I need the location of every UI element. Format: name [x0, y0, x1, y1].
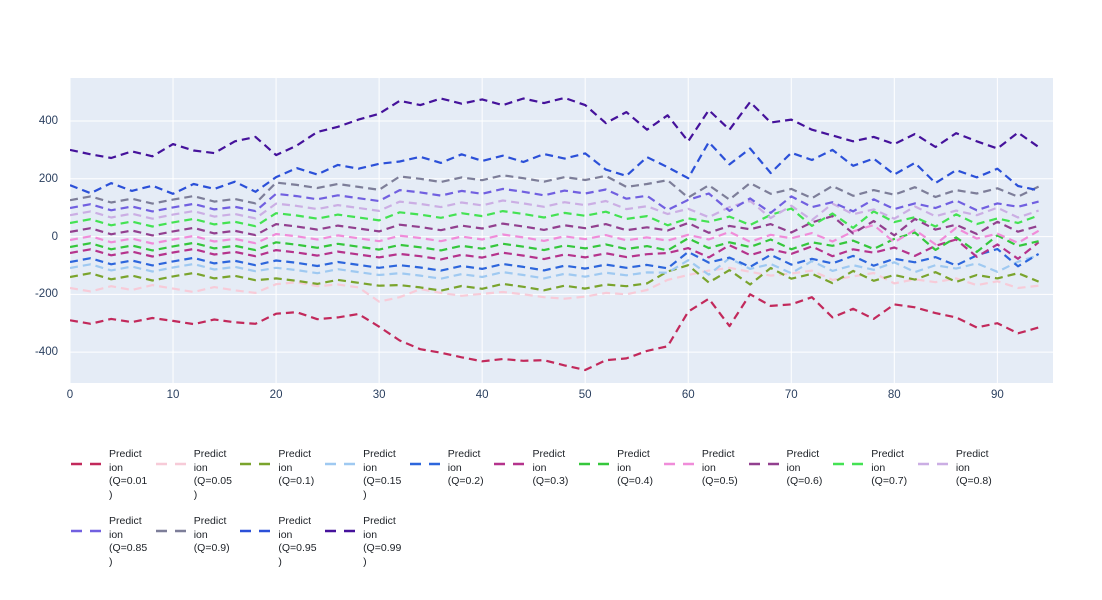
series-line-prediction-q-0.9-	[70, 174, 1040, 205]
y-tick-label: -200	[34, 288, 58, 301]
legend-dash-swatch	[240, 520, 271, 569]
legend-row: Predict ion (Q=0.01 ) Predict ion (Q=0.05…	[71, 448, 1081, 502]
legend-item-prediction-q-0.3-[interactable]: Predict ion (Q=0.3)	[494, 448, 579, 489]
legend-item-prediction-q-0.15-[interactable]: Predict ion (Q=0.15 )	[325, 448, 410, 502]
legend-label: Predict ion (Q=0.4)	[617, 448, 654, 487]
series-line-prediction-q-0.8-	[70, 199, 1039, 222]
series-line-prediction-q-0.5-	[70, 223, 1040, 246]
series-line-prediction-q-0.7-	[70, 207, 1039, 229]
series-line-prediction-q-0.95-	[70, 140, 1039, 195]
legend-item-prediction-q-0.85-[interactable]: Predict ion (Q=0.85 )	[71, 515, 156, 569]
legend-item-prediction-q-0.5-[interactable]: Predict ion (Q=0.5)	[663, 448, 749, 489]
x-tick-label: 50	[578, 389, 592, 401]
legend-dash-swatch	[833, 453, 864, 489]
series-line-prediction-q-0.01-	[70, 293, 1039, 372]
legend-item-prediction-q-0.7-[interactable]: Predict ion (Q=0.7)	[833, 448, 918, 489]
legend-dash-swatch	[579, 453, 610, 489]
y-tick-label: 0	[51, 230, 58, 243]
legend-label: Predict ion (Q=0.95 )	[278, 515, 317, 568]
series-line-prediction-q-0.3-	[70, 238, 1040, 261]
x-tick-label: 0	[66, 389, 74, 401]
x-tick-label: 80	[887, 389, 901, 401]
legend-label: Predict ion (Q=0.6)	[786, 448, 823, 487]
legend-label: Predict ion (Q=0.7)	[871, 448, 908, 487]
legend-label: Predict ion (Q=0.8)	[955, 448, 992, 487]
plot-area	[70, 78, 1053, 383]
y-tick-label: -400	[34, 346, 58, 359]
legend-label: Predict ion (Q=0.9)	[193, 515, 230, 554]
legend-item-prediction-q-0.4-[interactable]: Predict ion (Q=0.4)	[579, 448, 664, 489]
legend-label: Predict ion (Q=0.3)	[532, 448, 569, 487]
series-line-prediction-q-0.15-	[70, 254, 1039, 280]
legend-item-prediction-q-0.01-[interactable]: Predict ion (Q=0.01 )	[71, 448, 156, 502]
legend-dash-swatch	[155, 453, 186, 502]
legend-dash-swatch	[494, 453, 525, 489]
legend-item-prediction-q-0.1-[interactable]: Predict ion (Q=0.1)	[240, 448, 325, 489]
x-tick-label: 20	[269, 389, 283, 401]
y-tick-label: 200	[38, 172, 58, 185]
legend-dash-swatch	[917, 453, 948, 489]
legend-label: Predict ion (Q=0.01 )	[109, 448, 148, 501]
x-tick-label: 60	[681, 389, 695, 401]
series-line-prediction-q-0.4-	[70, 231, 1039, 253]
legend-dash-swatch	[663, 453, 694, 489]
series-line-prediction-q-0.05-	[70, 266, 1039, 303]
series-line-prediction-q-0.85-	[70, 187, 1039, 214]
x-tick-label: 10	[166, 389, 180, 401]
legend-row: Predict ion (Q=0.85 ) Predict ion (Q=0.9)…	[71, 515, 1081, 569]
x-tick-label: 90	[990, 389, 1004, 401]
legend-label: Predict ion (Q=0.15 )	[363, 448, 402, 501]
legend-item-prediction-q-0.99-[interactable]: Predict ion (Q=0.99 )	[325, 515, 410, 569]
x-tick-label: 40	[475, 389, 489, 401]
plot-svg	[70, 78, 1053, 383]
series-line-prediction-q-0.6-	[70, 215, 1039, 237]
legend-item-prediction-q-0.6-[interactable]: Predict ion (Q=0.6)	[748, 448, 834, 489]
series-line-prediction-q-0.2-	[70, 247, 1040, 272]
legend-dash-swatch	[325, 520, 356, 569]
legend-item-prediction-q-0.05-[interactable]: Predict ion (Q=0.05 )	[155, 448, 241, 502]
legend-dash-swatch	[155, 520, 186, 556]
y-tick-label: 400	[38, 115, 58, 128]
legend-item-prediction-q-0.95-[interactable]: Predict ion (Q=0.95 )	[240, 515, 325, 569]
legend-label: Predict ion (Q=0.5)	[701, 448, 738, 487]
legend-dash-swatch	[409, 453, 440, 489]
legend-label: Predict ion (Q=0.05 )	[193, 448, 232, 501]
legend-item-prediction-q-0.9-[interactable]: Predict ion (Q=0.9)	[155, 515, 241, 556]
x-tick-label: 30	[372, 389, 386, 401]
x-tick-label: 70	[784, 389, 798, 401]
legend-label: Predict ion (Q=0.2)	[447, 448, 484, 487]
series-line-prediction-q-0.99-	[70, 96, 1040, 160]
legend-dash-swatch	[71, 453, 101, 502]
legend-dash-swatch	[240, 453, 271, 489]
legend-label: Predict ion (Q=0.85 )	[109, 515, 148, 568]
legend-label: Predict ion (Q=0.99 )	[363, 515, 402, 568]
legend: Predict ion (Q=0.01 ) Predict ion (Q=0.05…	[71, 448, 1081, 582]
legend-dash-swatch	[71, 520, 101, 569]
legend-dash-swatch	[748, 453, 779, 489]
series-line-prediction-q-0.1-	[70, 264, 1040, 292]
legend-label: Predict ion (Q=0.1)	[278, 448, 315, 487]
legend-dash-swatch	[325, 453, 356, 502]
legend-item-prediction-q-0.2-[interactable]: Predict ion (Q=0.2)	[409, 448, 495, 489]
legend-item-prediction-q-0.8-[interactable]: Predict ion (Q=0.8)	[917, 448, 1003, 489]
